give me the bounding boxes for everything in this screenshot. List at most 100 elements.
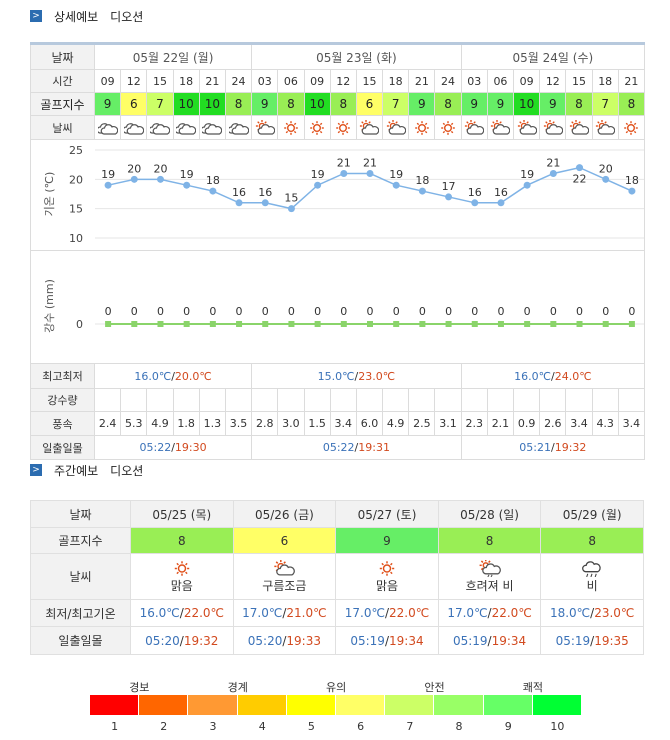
tick-label: 20 [69, 173, 83, 186]
precipitation-label: 0 [524, 305, 531, 318]
temperature-point [340, 169, 348, 177]
legend-level: 3 [209, 720, 217, 733]
separator: / [282, 606, 287, 620]
weekly-weather-cell: 흐려져 비 [437, 553, 542, 600]
separator: / [354, 441, 359, 454]
precipitation-point [262, 321, 269, 327]
weekly-temp-cell: 17.0℃/22.0℃ [335, 599, 439, 627]
legend-level: 5 [307, 720, 315, 733]
weather-cell [460, 115, 488, 140]
temperature-label: 17 [442, 180, 456, 193]
partly-cloudy-icon [596, 119, 616, 135]
min-temp: 17.0℃ [344, 606, 385, 620]
precipitation-label: 0 [340, 305, 347, 318]
legend-swatch [286, 695, 337, 715]
partly-cloudy-icon [517, 119, 537, 135]
precipitation-point [340, 321, 347, 327]
cloud-rain-icon [479, 559, 501, 577]
time-cell: 03 [460, 69, 488, 93]
chevron-right-icon: > [30, 10, 42, 22]
legend-level: 6 [357, 720, 365, 733]
time-cell: 24 [434, 69, 462, 93]
golf-index-legend: 경보 경계 유의 안전 쾌적 1 2 3 4 5 6 7 8 9 10 [90, 679, 583, 733]
separator: / [179, 606, 184, 620]
temperature-point [235, 199, 243, 207]
sunrise: 05:22 [139, 441, 172, 454]
golf-index-cell: 8 [329, 92, 357, 116]
sunrise: 05:20 [145, 633, 180, 648]
precipitation-point [524, 321, 531, 327]
rain-cell [120, 388, 148, 412]
tick-label: 25 [69, 144, 83, 157]
tick-label: 15 [69, 203, 83, 216]
tick-label: 0 [76, 318, 83, 331]
separator: / [179, 633, 184, 648]
legend-category: 경계 [227, 681, 248, 694]
separator: / [171, 369, 175, 383]
temperature-point [287, 205, 295, 213]
precipitation-point [393, 321, 400, 327]
legend-level: 4 [258, 720, 266, 733]
time-cell: 09 [513, 69, 541, 93]
temperature-point [392, 181, 400, 189]
max-temp: 22.0℃ [389, 606, 430, 620]
time-cell: 06 [277, 69, 305, 93]
weekly-golf-index: 9 [335, 527, 439, 554]
weather-cell [93, 115, 122, 140]
temperature-point [104, 181, 112, 189]
row-label: 날짜 [30, 43, 95, 70]
rain-cell [224, 388, 253, 412]
temperature-point [602, 175, 610, 183]
temperature-point [523, 181, 531, 189]
rain-cell [460, 388, 488, 412]
precipitation-point [550, 321, 557, 327]
min-max-cell: 16.0℃/20.0℃ [93, 363, 253, 389]
wind-cell: 2.6 [539, 411, 567, 436]
max-temp: 22.0℃ [491, 606, 532, 620]
min-temp: 15.0℃ [317, 369, 355, 383]
time-cell: 15 [565, 69, 593, 93]
row-label: 일출일몰 [30, 435, 95, 460]
sunrise-sunset-cell: 05:21/19:32 [460, 435, 646, 460]
min-temp: 17.0℃ [242, 606, 283, 620]
legend-category: 쾌적 [522, 681, 544, 694]
sun-icon [284, 120, 298, 135]
axis-label: 강수 (mm) [43, 279, 56, 333]
precipitation-label: 0 [183, 305, 190, 318]
legend-category: 경보 [129, 681, 150, 694]
weather-cell [120, 115, 148, 140]
weekly-location: 디오션 [110, 463, 144, 478]
golf-index-cell: 6 [120, 92, 148, 116]
temperature-label: 20 [153, 162, 167, 175]
temperature-point [418, 187, 426, 195]
sunrise: 05:22 [322, 441, 355, 454]
time-cell: 12 [539, 69, 567, 93]
precipitation-label: 0 [550, 305, 557, 318]
sun-icon [336, 120, 351, 135]
sunrise: 05:20 [247, 633, 283, 648]
cloud-icon [123, 122, 144, 135]
precipitation-point [497, 321, 504, 327]
partly-cloudy-icon [386, 119, 406, 135]
legend-level: 8 [455, 720, 463, 733]
wind-cell: 3.5 [224, 411, 253, 436]
chevron-right-icon: > [30, 464, 42, 476]
max-temp: 23.0℃ [358, 369, 396, 383]
min-max-cell: 15.0℃/23.0℃ [251, 363, 462, 389]
rain-cell [172, 388, 200, 412]
precipitation-point [183, 321, 190, 327]
weekly-date-header: 05/29 (월) [540, 500, 644, 528]
weather-text: 맑음 [375, 578, 399, 593]
weather-cell [146, 115, 174, 140]
weather-cell [408, 115, 436, 140]
weekly-date-header: 05/28 (일) [437, 500, 542, 528]
sun-icon [379, 560, 395, 576]
time-cell: 24 [224, 69, 253, 93]
max-temp: 21.0℃ [286, 606, 327, 620]
weather-cell [434, 115, 462, 140]
weekly-golf-index: 6 [232, 527, 337, 554]
weather-cell [172, 115, 200, 140]
separator: / [590, 633, 595, 648]
weather-cell [486, 115, 515, 140]
temperature-chart: 기온 (℃) 25 20 15 10 19 20 20 19 18 16 16 15 19 21 21 19 18… [29, 139, 646, 251]
